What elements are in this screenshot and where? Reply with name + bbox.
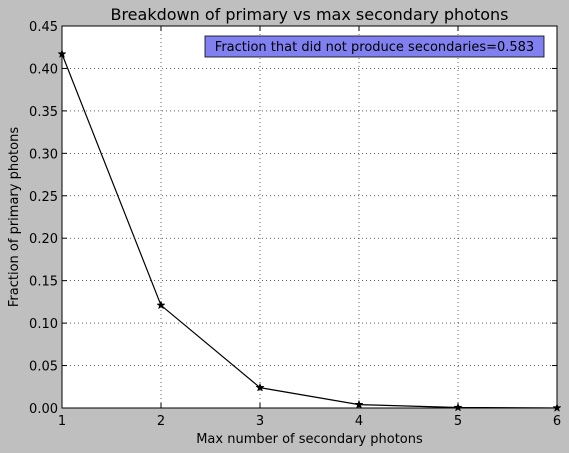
x-tick-label: 3 <box>256 414 264 429</box>
annotation-box: Fraction that did not produce secondarie… <box>204 35 545 58</box>
y-tick-label: 0.40 <box>29 62 58 77</box>
x-tick-label: 2 <box>157 414 165 429</box>
y-tick-label: 0.15 <box>29 275 58 290</box>
axis-ticks <box>61 25 558 409</box>
y-axis-label: Fraction of primary photons <box>7 127 22 307</box>
x-tick-label: 5 <box>454 414 462 429</box>
annotation-text: Fraction that did not produce secondarie… <box>215 40 534 55</box>
plot-area <box>62 26 557 408</box>
y-tick-label: 0.00 <box>29 402 58 417</box>
x-axis-label: Max number of secondary photons <box>196 432 423 447</box>
y-tick-label: 0.30 <box>29 147 58 162</box>
y-tick-label: 0.05 <box>29 360 58 375</box>
x-tick-label: 4 <box>355 414 363 429</box>
data-point-marker <box>255 382 265 392</box>
y-tick-label: 0.20 <box>29 232 58 247</box>
plot-frame <box>61 25 558 409</box>
y-tick-label: 0.25 <box>29 190 58 205</box>
y-tick-label: 0.35 <box>29 105 58 120</box>
x-tick-label: 6 <box>553 414 561 429</box>
data-point-marker <box>156 300 166 310</box>
chart-title: Breakdown of primary vs max secondary ph… <box>110 5 508 24</box>
tick-labels: 1 2 3 4 5 6 0.00 0.05 0.10 0.15 0.20 0.25 0.30 0.35 0.… <box>29 20 561 429</box>
annotation-background <box>204 35 545 58</box>
x-tick-label: 1 <box>58 414 66 429</box>
y-tick-label: 0.10 <box>29 317 58 332</box>
y-tick-label: 0.45 <box>29 20 58 35</box>
